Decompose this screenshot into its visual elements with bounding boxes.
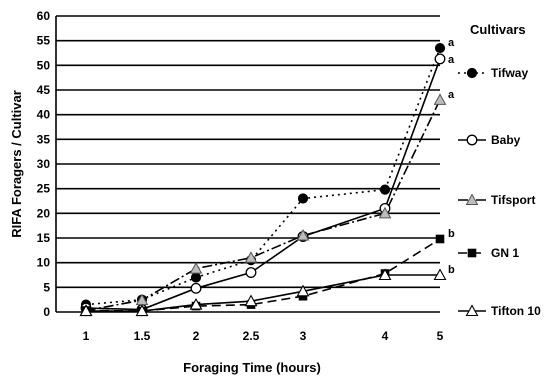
legend-label: Tifton 10 xyxy=(491,304,541,318)
legend-marker xyxy=(467,248,477,258)
y-tick-label: 50 xyxy=(37,58,51,72)
data-point xyxy=(245,267,257,278)
x-tick-labels: 1 1.5 2 2.5 3 4 5 xyxy=(83,329,444,343)
data-point xyxy=(297,193,309,204)
significance-letter: a xyxy=(448,54,455,66)
data-point xyxy=(433,93,447,105)
y-tick-label: 45 xyxy=(37,83,51,97)
series-line-tifway xyxy=(85,47,441,306)
series-markers xyxy=(79,42,447,317)
y-tick-label: 30 xyxy=(37,157,51,171)
data-point xyxy=(378,206,392,219)
gridlines xyxy=(56,15,440,313)
data-point xyxy=(244,251,258,263)
data-point xyxy=(296,228,310,241)
y-tick-label: 20 xyxy=(37,206,51,220)
data-point xyxy=(79,304,93,317)
significance-letter: b xyxy=(448,264,455,276)
data-point xyxy=(296,284,310,297)
legend-marker xyxy=(466,134,478,146)
significance-letter: a xyxy=(448,37,455,49)
legend-label: GN 1 xyxy=(491,246,519,260)
legend-marker xyxy=(465,304,479,317)
x-tick-label: 5 xyxy=(437,329,444,343)
y-tick-label: 15 xyxy=(37,231,51,245)
y-tick-label: 60 xyxy=(37,9,51,23)
data-point xyxy=(434,42,446,54)
y-tick-label: 55 xyxy=(37,34,51,48)
legend-title: Cultivars xyxy=(470,22,526,37)
data-point xyxy=(434,53,446,65)
x-tick-label: 1 xyxy=(83,329,90,343)
y-tick-label: 40 xyxy=(37,108,51,122)
y-tick-label: 10 xyxy=(37,256,51,270)
x-tick-label: 1.5 xyxy=(134,329,151,343)
data-point xyxy=(190,272,202,283)
x-tick-label: 3 xyxy=(300,329,307,343)
x-tick-label: 2 xyxy=(193,329,200,343)
y-tick-label: 5 xyxy=(43,280,50,294)
data-point xyxy=(435,234,445,244)
data-point xyxy=(378,268,392,281)
data-point xyxy=(189,262,203,274)
data-point xyxy=(244,294,258,307)
x-axis-title: Foraging Time (hours) xyxy=(183,360,321,375)
y-axis-title: RIFA Foragers / Cultivar xyxy=(9,90,24,238)
significance-letter: b xyxy=(448,228,455,240)
data-point xyxy=(135,304,149,317)
y-tick-label: 0 xyxy=(43,305,50,319)
y-tick-label: 25 xyxy=(37,182,51,196)
data-point xyxy=(190,282,202,294)
significance-letter: a xyxy=(448,89,455,101)
legend-label: Tifway xyxy=(491,66,528,80)
legend-label: Tifsport xyxy=(491,193,535,207)
legend: Cultivars Tifway Baby Tifsport GN 1 Tifton 1… xyxy=(458,22,541,318)
y-tick-labels: 0 5 10 15 20 25 30 35 40 45 50 55 60 xyxy=(37,9,51,319)
x-tick-label: 2.5 xyxy=(243,329,260,343)
data-point xyxy=(433,268,447,281)
legend-label: Baby xyxy=(491,133,521,147)
data-point xyxy=(189,297,203,310)
legend-marker xyxy=(466,67,478,79)
data-point xyxy=(379,184,391,195)
legend-marker xyxy=(465,193,479,205)
y-tick-label: 35 xyxy=(37,132,51,146)
x-tick-label: 4 xyxy=(382,329,389,343)
